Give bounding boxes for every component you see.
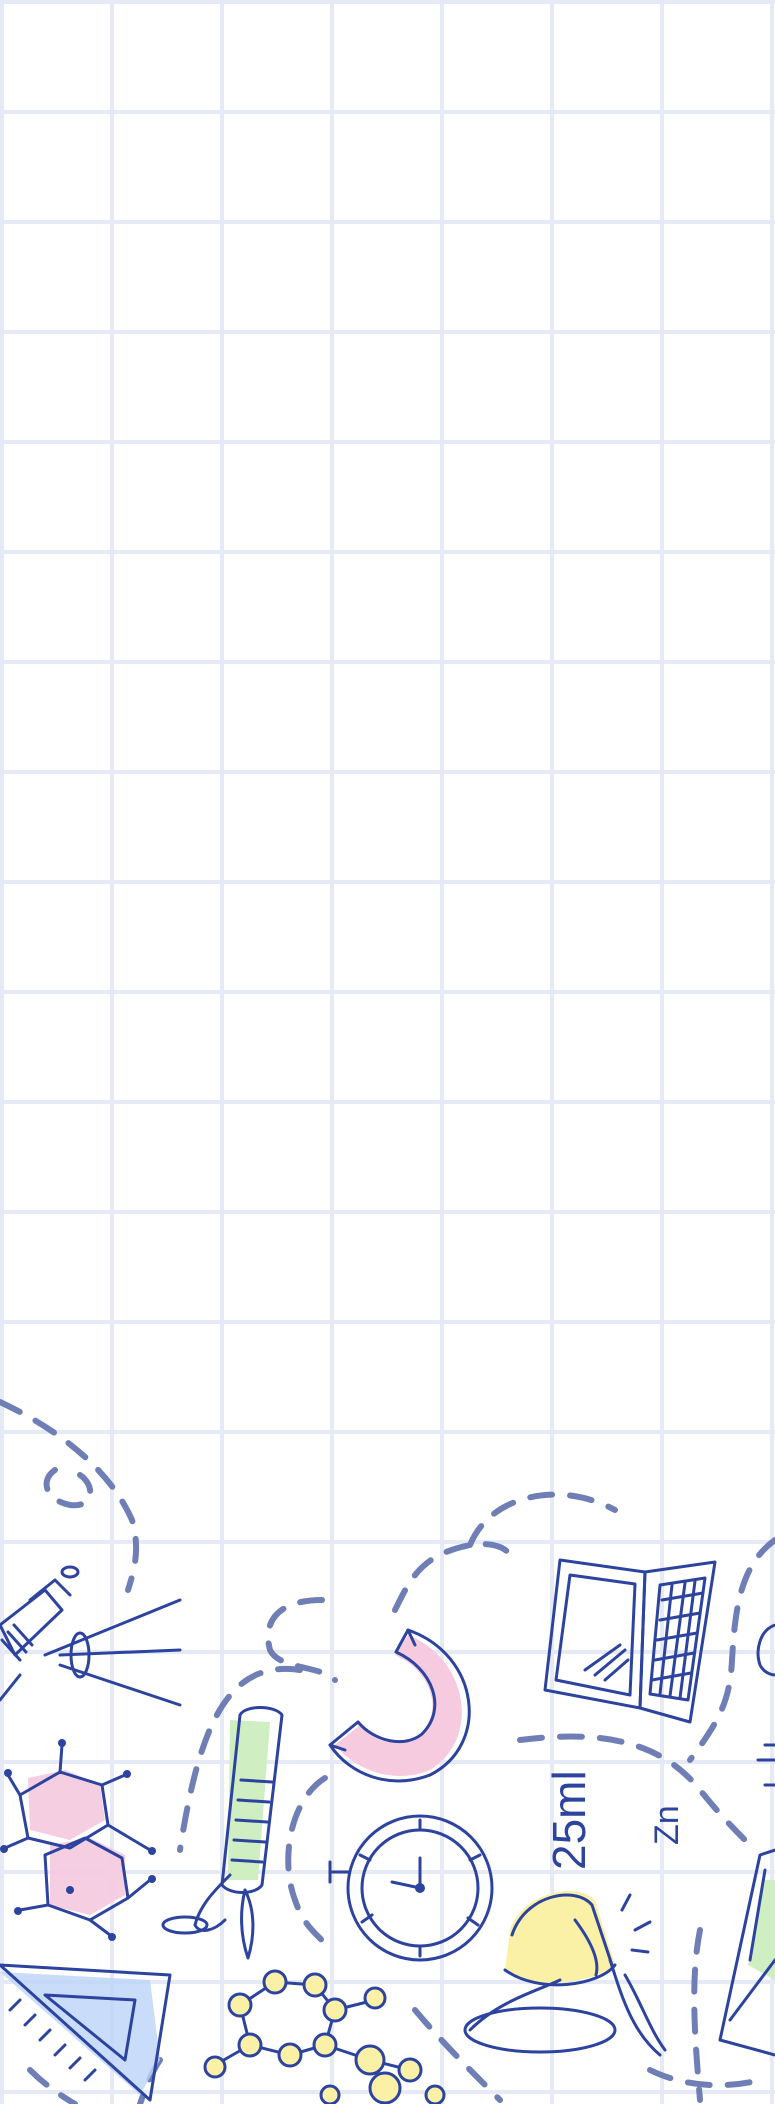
flask-icon [756, 1623, 775, 1787]
monitor-icon [718, 1848, 775, 2057]
microscope-icon [0, 1565, 182, 1707]
hexagon-molecule-icon [0, 1739, 156, 1941]
triangle-ruler-icon [0, 1963, 172, 2102]
test-tube-icon [161, 1706, 284, 1960]
desk-lamp-icon [463, 1891, 667, 2057]
stopwatch-icon [328, 1814, 494, 1962]
volume-label: 25ml [543, 1770, 595, 1870]
horseshoe-magnet-icon [328, 1628, 471, 1783]
carbon-chain-molecule-icon [203, 1969, 446, 2104]
dashed-trail-lines [0, 1399, 775, 2104]
laptop-icon [543, 1558, 717, 1724]
element-label: Zn [648, 1805, 686, 1845]
